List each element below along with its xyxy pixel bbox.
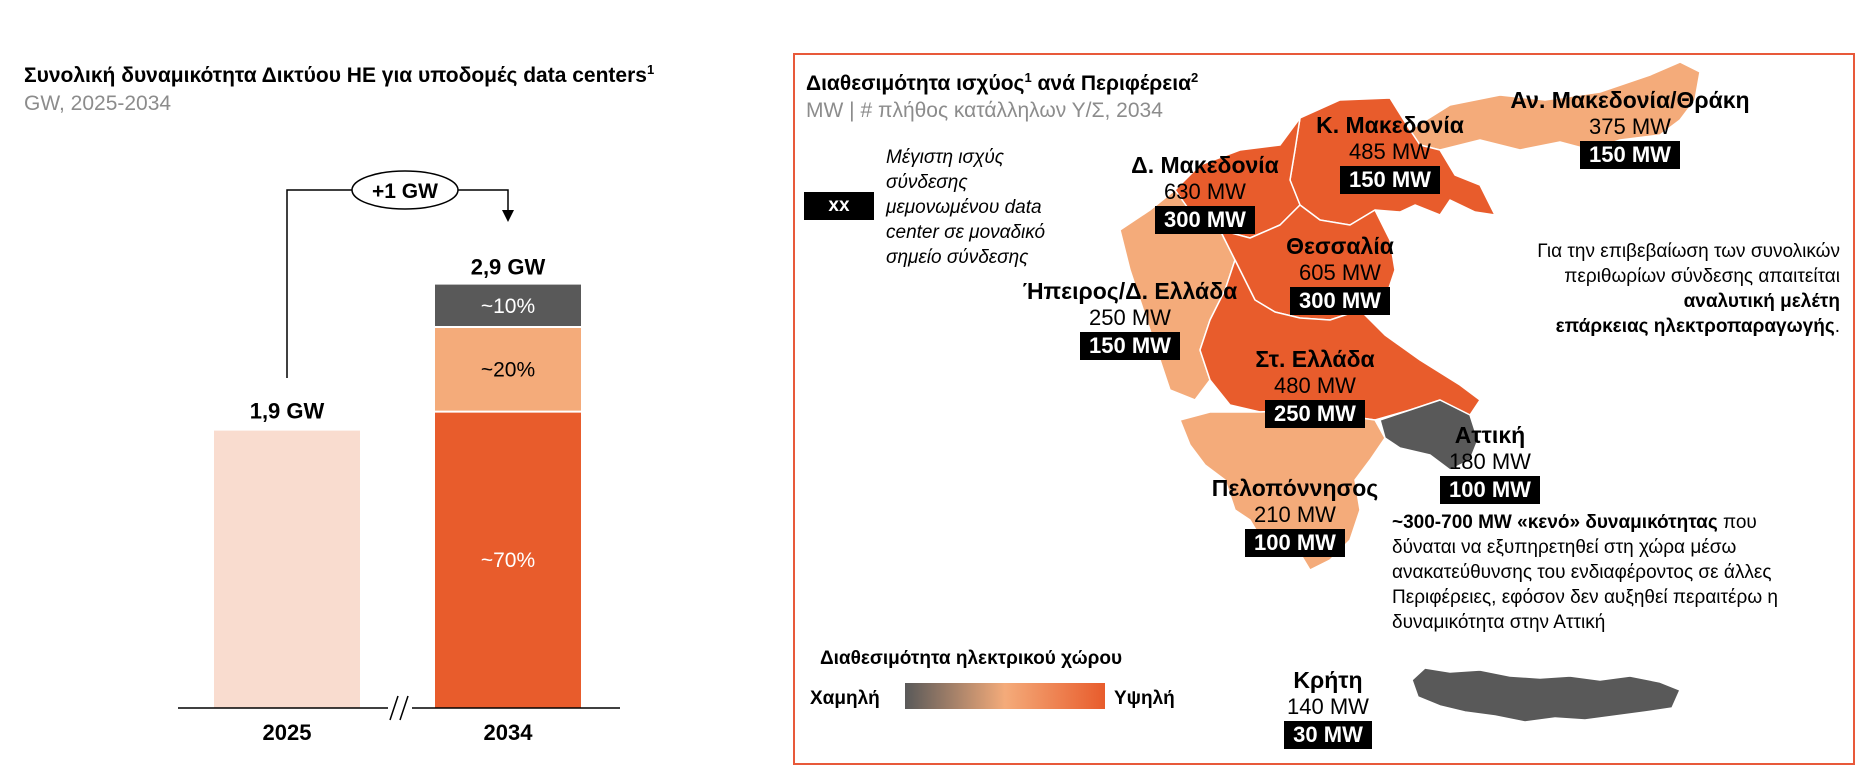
delta-arrow-head <box>502 210 514 222</box>
bar-2034-segment-70 <box>435 411 581 708</box>
bar-2034-segment-10 <box>435 284 581 327</box>
region-label-stellada: Στ. Ελλάδα 480 MW 250 MW <box>1255 346 1375 428</box>
segment-label-70: ~70% <box>481 549 535 572</box>
bar-chart: +1 GW ~70% ~20% ~10% 1,9 GW 2,9 GW 2025 … <box>178 170 620 745</box>
delta-ellipse <box>351 170 459 210</box>
segment-label-10: ~10% <box>481 295 535 318</box>
delta-connector-left <box>286 189 352 378</box>
region-label-thessalia: Θεσσαλία 605 MW 300 MW <box>1286 233 1394 315</box>
map-region-attiki <box>1379 399 1479 471</box>
legend-text: Μέγιστη ισχύς σύνδεσης μεμονωμένου data … <box>886 147 1046 268</box>
verification-note: Για την επιβεβαίωση των συνολικών περιθω… <box>1537 241 1840 337</box>
scale-high-label: Υψηλή <box>1114 688 1175 709</box>
map-title: Διαθεσιμότητα ισχύος1 ανά Περιφέρεια2 <box>806 70 1199 95</box>
axis-break-gap <box>388 694 412 722</box>
bar-2025 <box>214 430 360 708</box>
map-region-stellada <box>1199 259 1481 421</box>
capacity-gap-note: ~300-700 MW «κενό» δυναμικότητας που δύν… <box>1392 512 1778 633</box>
chart-title: Συνολική δυναμικότητα Δικτύου ΗΕ για υπο… <box>24 62 655 87</box>
total-label-2034: 2,9 GW <box>471 255 546 280</box>
region-label-ipeiros: Ήπειρος/Δ. Ελλάδα 250 MW 150 MW <box>1022 278 1238 360</box>
scale-low-label: Χαμηλή <box>810 688 880 709</box>
axis-break-mark <box>389 695 399 721</box>
region-label-peloponnisos: Πελοπόννησος 210 MW 100 MW <box>1211 475 1379 557</box>
segment-label-20: ~20% <box>481 358 535 381</box>
delta-label: +1 GW <box>372 180 438 203</box>
chart-subtitle: GW, 2025-2034 <box>24 92 172 115</box>
bar-2034-segment-20 <box>435 326 581 412</box>
scale-gradient-bar <box>905 683 1105 709</box>
map-panel <box>793 53 1855 765</box>
x-tick-2025: 2025 <box>263 720 312 745</box>
region-label-dmak: Δ. Μακεδονία 630 MW 300 MW <box>1131 152 1279 234</box>
x-tick-2034: 2034 <box>484 720 534 745</box>
legend-badge: xx <box>804 192 874 220</box>
region-label-kriti: Κρήτη 140 MW 30 MW <box>1268 667 1388 749</box>
delta-connector-right <box>458 189 509 212</box>
map-region-kriti <box>1411 667 1681 723</box>
map-subtitle: MW | # πλήθος κατάλληλων Υ/Σ, 2034 <box>806 99 1163 122</box>
axis-break-mark <box>399 695 409 721</box>
total-label-2025: 1,9 GW <box>250 399 325 424</box>
map-region-anmak-thraki <box>1409 61 1701 151</box>
scale-title: Διαθεσιμότητα ηλεκτρικού χώρου <box>820 648 1123 669</box>
region-label-kmak: Κ. Μακεδονία 485 MW 150 MW <box>1316 112 1464 194</box>
region-label-anmak-thraki: Αν. Μακεδονία/Θράκη 375 MW 150 MW <box>1510 87 1750 169</box>
region-label-attiki: Αττική 180 MW 100 MW <box>1430 422 1550 504</box>
